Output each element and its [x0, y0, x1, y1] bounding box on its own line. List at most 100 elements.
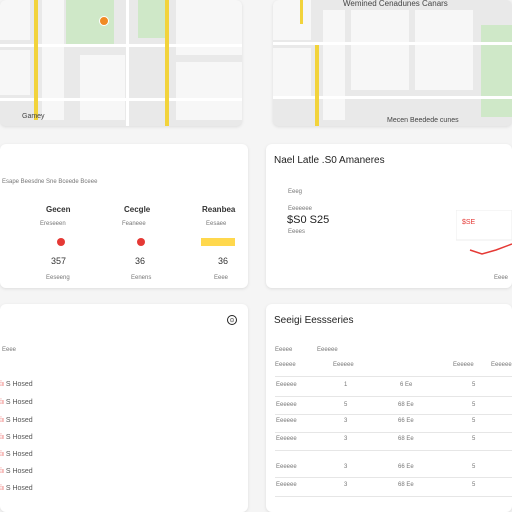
- table-cell: 5: [472, 482, 476, 488]
- status-dot-icon: [57, 238, 65, 246]
- map-block: [176, 62, 242, 120]
- table-cell: 66 Ee: [398, 464, 414, 470]
- stat-title: Gecen: [46, 205, 71, 214]
- road: [273, 96, 512, 99]
- info-icon[interactable]: ⊙: [227, 315, 237, 325]
- table-cell: 5: [472, 382, 476, 388]
- stats-subtitle: Esape Beesdne Sne Bceede Bceee: [2, 179, 98, 185]
- divider: [275, 477, 512, 478]
- map-block: [323, 10, 345, 120]
- highlight-badge: [201, 238, 235, 246]
- table-cell: Eeeeee: [276, 382, 297, 388]
- stat-value: 357: [51, 256, 67, 266]
- table-cell: 5: [472, 464, 476, 470]
- table-cell: 5: [472, 402, 476, 408]
- table-cell: Eeeeee: [276, 464, 297, 470]
- map-block: [273, 48, 311, 98]
- stats-card: Esape Beesdne Sne Bceede Bceee Gecen Ere…: [0, 144, 248, 288]
- list-item[interactable]: ⁞ı S Hosed: [0, 434, 33, 441]
- list-item[interactable]: ⁞ı S Hosed: [0, 381, 33, 388]
- main-road: [300, 0, 303, 24]
- table-cell: 5: [472, 418, 476, 424]
- map-block: [80, 55, 125, 120]
- map-pin-icon[interactable]: [99, 16, 109, 26]
- stat-sub: Feaneee: [122, 221, 146, 227]
- table-cell: Eeeeee: [276, 402, 297, 408]
- table-cell: 1: [344, 382, 348, 388]
- park-area: [138, 0, 166, 38]
- map-block: [273, 0, 311, 40]
- table-col-label: Eeeee: [275, 347, 293, 353]
- table-cell: Eeeeee: [276, 418, 297, 424]
- latest-label: Eeees: [288, 229, 306, 235]
- list-header: Eeee: [2, 347, 17, 353]
- road: [0, 44, 242, 47]
- column-header: Eeeeee: [491, 362, 512, 368]
- park-area: [481, 25, 512, 117]
- stat-sub: Ereseeen: [40, 221, 66, 227]
- column-header: Eeeeee: [275, 362, 296, 368]
- stat-title: Cecgle: [124, 205, 151, 214]
- list-item[interactable]: ⁞ı S Hosed: [0, 468, 33, 475]
- latest-title: Nael Latle .S0 Amaneres: [274, 155, 385, 166]
- latest-label: Eeeeeee: [288, 206, 313, 212]
- latest-label: Eeeg: [288, 189, 303, 195]
- divider: [275, 496, 512, 497]
- list-item[interactable]: ⁞ı S Hosed: [0, 451, 33, 458]
- divider: [275, 414, 512, 415]
- table-cell: 6 Ee: [400, 382, 413, 388]
- divider: [275, 376, 512, 377]
- map-block: [42, 0, 64, 120]
- column-header: Eeeeee: [333, 362, 354, 368]
- table-col-label: Eeeeee: [317, 347, 338, 353]
- list-item[interactable]: ⁞ı S Hosed: [0, 485, 33, 492]
- stat-foot: Eenens: [131, 275, 152, 281]
- stat-value: 36: [135, 256, 146, 266]
- map-block: [0, 50, 30, 95]
- table-cell: Eeeeee: [276, 482, 297, 488]
- table-card: Seeigi Eessseries Eeeee Eeeeee Eeeeee Ee…: [266, 304, 512, 512]
- map-label: Wemined Cenadunes Canars: [343, 0, 448, 8]
- table-cell: 3: [344, 418, 348, 424]
- table-cell: 68 Ee: [398, 482, 414, 488]
- map-block: [351, 10, 409, 90]
- stat-value: 36: [218, 256, 229, 266]
- stat-foot: Eeseeng: [46, 275, 70, 281]
- map-panel-left[interactable]: Gamey: [0, 0, 242, 126]
- chart-label: $SE: [462, 219, 476, 226]
- map-label: Mecen Beedede cunes: [387, 117, 459, 124]
- mini-line-chart: [456, 210, 512, 255]
- table-cell: 68 Ee: [398, 436, 414, 442]
- table-cell: 3: [344, 436, 348, 442]
- road: [126, 0, 129, 126]
- divider: [275, 432, 512, 433]
- table-cell: 5: [344, 402, 348, 408]
- list-card: ⊙ Eeee ⁞ı S Hosed ⁞ı S Hosed ⁞ı S Hosed …: [0, 304, 248, 512]
- stat-foot: Eeee: [214, 275, 229, 281]
- main-road: [34, 0, 38, 120]
- latest-card: Nael Latle .S0 Amaneres Eeeg Eeeeeee $S0…: [266, 144, 512, 288]
- table-cell: 5: [472, 436, 476, 442]
- table-cell: 3: [344, 464, 348, 470]
- column-header: Eeeeee: [453, 362, 474, 368]
- chart-foot: Eeee: [494, 275, 509, 281]
- table-cell: 66 Ee: [398, 418, 414, 424]
- stat-title: Reanbea: [202, 205, 236, 214]
- stat-sub: Eesaee: [206, 221, 227, 227]
- divider: [275, 396, 512, 397]
- main-road: [165, 0, 169, 126]
- map-panel-right[interactable]: Wemined Cenadunes Canars Mecen Beedede c…: [273, 0, 512, 126]
- status-dot-icon: [137, 238, 145, 246]
- table-title: Seeigi Eessseries: [274, 315, 354, 326]
- table-cell: 68 Ee: [398, 402, 414, 408]
- map-label: Gamey: [22, 113, 45, 120]
- table-cell: Eeeeee: [276, 436, 297, 442]
- latest-value: $S0 S25: [287, 214, 330, 226]
- list-item[interactable]: ⁞ı S Hosed: [0, 417, 33, 424]
- map-block: [415, 10, 473, 90]
- road: [273, 42, 512, 45]
- main-road: [315, 45, 319, 126]
- table-cell: 3: [344, 482, 348, 488]
- list-item[interactable]: ⁞ı S Hosed: [0, 399, 33, 406]
- divider: [275, 450, 512, 451]
